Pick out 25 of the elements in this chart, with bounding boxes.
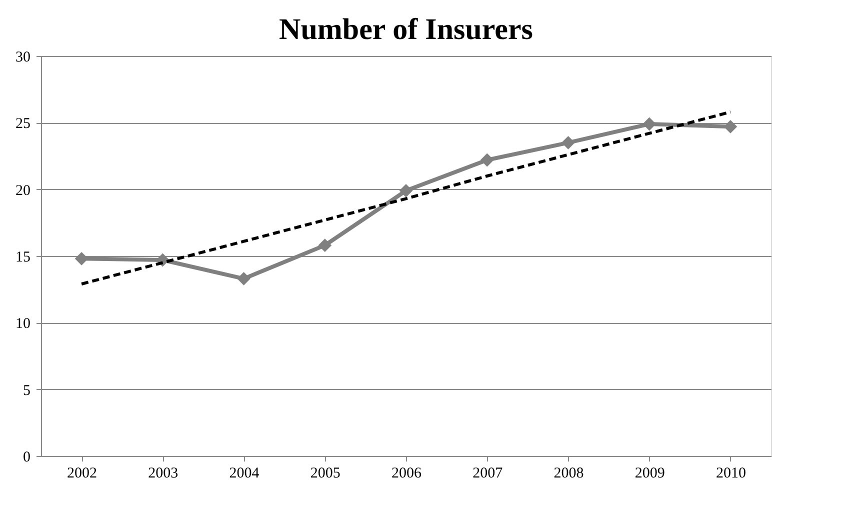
- x-tick-label: 2004: [229, 466, 260, 482]
- x-tick-label: 2003: [148, 466, 178, 482]
- x-tick-label: 2002: [67, 466, 98, 482]
- x-tick-label: 2008: [554, 466, 584, 482]
- point: [74, 252, 88, 266]
- x-tick-label: 2005: [310, 466, 340, 482]
- point: [642, 117, 656, 131]
- point: [399, 184, 413, 198]
- y-tick-label: 5: [23, 382, 30, 399]
- y-tick-label: 20: [16, 182, 30, 199]
- point: [318, 238, 332, 252]
- x-tick-label: 2007: [472, 466, 504, 482]
- point: [480, 153, 494, 167]
- point: [724, 120, 738, 134]
- chart-title: Number of Insurers: [279, 13, 533, 46]
- x-tick-label: 2010: [716, 466, 746, 482]
- y-tick-label: 25: [16, 116, 30, 132]
- point: [562, 136, 575, 150]
- y-tick-label: 0: [23, 450, 30, 466]
- y-tick-label: 30: [16, 50, 30, 66]
- x-tick-label: 2006: [392, 466, 422, 482]
- x-tick-label: 2009: [634, 466, 665, 482]
- point: [237, 272, 250, 286]
- y-tick-label: 15: [16, 250, 30, 266]
- y-tick-label: 10: [16, 316, 30, 332]
